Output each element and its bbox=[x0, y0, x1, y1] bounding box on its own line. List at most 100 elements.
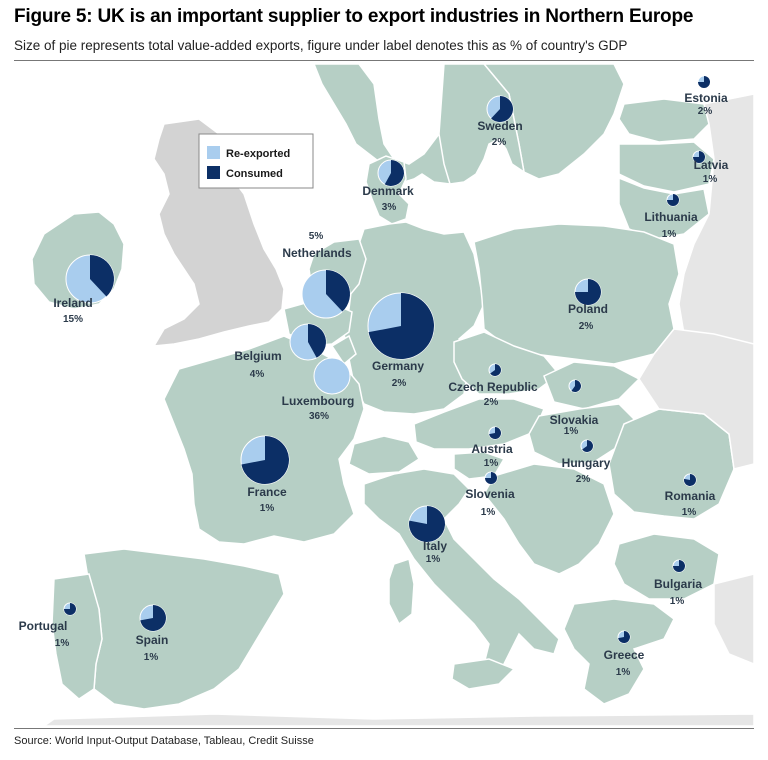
gdp-share-poland: 2% bbox=[579, 321, 594, 332]
label-sweden: Sweden bbox=[477, 119, 522, 133]
gdp-share-italy: 1% bbox=[426, 554, 441, 565]
gdp-share-slovenia: 1% bbox=[481, 507, 496, 518]
figure-subtitle: Size of pie represents total value-added… bbox=[14, 38, 628, 53]
gdp-share-belgium: 4% bbox=[250, 369, 265, 380]
gdp-share-austria: 1% bbox=[484, 458, 499, 469]
gdp-share-germany: 2% bbox=[392, 378, 407, 389]
gdp-share-slovakia: 1% bbox=[564, 426, 579, 437]
gdp-share-czech-republic: 2% bbox=[484, 397, 499, 408]
land-great-britain bbox=[152, 118, 285, 347]
label-romania: Romania bbox=[665, 489, 716, 503]
label-italy: Italy bbox=[423, 539, 447, 553]
label-slovakia: Slovakia bbox=[550, 413, 599, 427]
gdp-share-greece: 1% bbox=[616, 667, 631, 678]
pie-hungary bbox=[580, 439, 594, 453]
pie-denmark bbox=[377, 159, 405, 187]
source-note: Source: World Input-Output Database, Tab… bbox=[14, 735, 314, 747]
pie-slice-consumed bbox=[485, 472, 497, 484]
pie-netherlands bbox=[301, 269, 351, 319]
label-belgium: Belgium bbox=[234, 349, 281, 363]
label-latvia: Latvia bbox=[694, 158, 729, 172]
pie-layer bbox=[63, 75, 711, 644]
pie-slice-consumed bbox=[368, 293, 435, 359]
pie-slice-consumed bbox=[489, 427, 501, 439]
figure-title: Figure 5: UK is an important supplier to… bbox=[14, 6, 694, 27]
label-poland: Poland bbox=[568, 302, 608, 316]
pie-slice-consumed bbox=[693, 151, 705, 163]
pie-germany bbox=[367, 292, 435, 360]
gdp-share-ireland: 15% bbox=[63, 314, 83, 325]
land-ukraine bbox=[638, 328, 754, 470]
pie-slice-consumed bbox=[582, 440, 593, 452]
label-bulgaria: Bulgaria bbox=[654, 577, 702, 591]
pie-greece bbox=[617, 630, 631, 644]
pie-lithuania bbox=[666, 193, 680, 207]
pie-slice-consumed bbox=[241, 436, 289, 484]
pie-slice-consumed bbox=[667, 194, 679, 206]
gdp-share-luxembourg: 36% bbox=[309, 411, 329, 422]
label-czech-republic: Czech Republic bbox=[448, 380, 538, 394]
pie-slice-consumed bbox=[575, 279, 601, 305]
top-divider bbox=[14, 60, 754, 61]
label-estonia: Estonia bbox=[684, 91, 728, 105]
pie-austria bbox=[488, 426, 502, 440]
gdp-share-lithuania: 1% bbox=[662, 229, 677, 240]
pie-slice-consumed bbox=[490, 364, 502, 376]
pie-slice-consumed bbox=[64, 603, 76, 615]
pie-slice-consumed bbox=[140, 605, 166, 631]
gdp-share-estonia: 2% bbox=[698, 106, 713, 117]
legend-swatch-consumed bbox=[207, 166, 220, 179]
pie-slovakia bbox=[568, 379, 582, 393]
gdp-share-latvia: 1% bbox=[703, 174, 718, 185]
pie-belgium bbox=[289, 323, 327, 361]
land-latvia bbox=[618, 141, 715, 193]
pie-slice-consumed bbox=[618, 631, 630, 643]
gdp-share-bulgaria: 1% bbox=[670, 596, 685, 607]
pie-romania bbox=[683, 473, 697, 487]
label-germany: Germany bbox=[372, 359, 424, 373]
pie-france bbox=[240, 435, 290, 485]
pie-slice-consumed bbox=[491, 96, 513, 122]
pie-ireland bbox=[65, 254, 115, 304]
pie-slice-reexported bbox=[313, 357, 351, 395]
legend-swatch-reexported bbox=[207, 146, 220, 159]
label-greece: Greece bbox=[604, 648, 645, 662]
gdp-share-spain: 1% bbox=[144, 652, 159, 663]
gdp-share-portugal: 1% bbox=[55, 638, 70, 649]
land-sardinia bbox=[388, 558, 415, 626]
map-area: Re-exported Consumed Ireland 15% Netherlan… bbox=[14, 64, 754, 726]
gdp-share-hungary: 2% bbox=[576, 474, 591, 485]
label-ireland: Ireland bbox=[53, 296, 92, 310]
label-denmark: Denmark bbox=[362, 184, 414, 198]
legend-label-reexported: Re-exported bbox=[226, 148, 290, 160]
label-netherlands: Netherlands bbox=[282, 246, 352, 260]
pie-bulgaria bbox=[672, 559, 686, 573]
pie-slice-consumed bbox=[384, 160, 404, 186]
land-czech bbox=[453, 331, 561, 395]
pie-estonia bbox=[697, 75, 711, 89]
land-bulgaria bbox=[613, 533, 720, 600]
pie-latvia bbox=[692, 150, 706, 164]
label-spain: Spain bbox=[136, 633, 169, 647]
label-portugal: Portugal bbox=[19, 619, 68, 633]
pie-slice-consumed bbox=[571, 380, 582, 392]
land-hungary bbox=[528, 403, 635, 465]
pie-slovenia bbox=[484, 471, 498, 485]
label-luxembourg: Luxembourg bbox=[282, 394, 355, 408]
land-switzerland bbox=[348, 435, 421, 475]
label-hungary: Hungary bbox=[562, 456, 611, 470]
pie-czech-republic bbox=[488, 363, 502, 377]
land-turkey bbox=[713, 573, 754, 665]
label-france: France bbox=[247, 485, 287, 499]
europe-map: Re-exported Consumed Ireland 15% Netherlan… bbox=[14, 64, 754, 726]
label-slovenia: Slovenia bbox=[465, 487, 515, 501]
bottom-divider bbox=[14, 728, 754, 729]
land-lithuania bbox=[618, 176, 710, 240]
pie-portugal bbox=[63, 602, 77, 616]
land-portugal bbox=[51, 573, 103, 700]
pie-italy bbox=[408, 505, 446, 543]
gdp-share-sweden: 2% bbox=[492, 137, 507, 148]
pie-sweden bbox=[486, 95, 514, 123]
pie-slice-consumed bbox=[673, 560, 685, 572]
label-austria: Austria bbox=[471, 442, 513, 456]
